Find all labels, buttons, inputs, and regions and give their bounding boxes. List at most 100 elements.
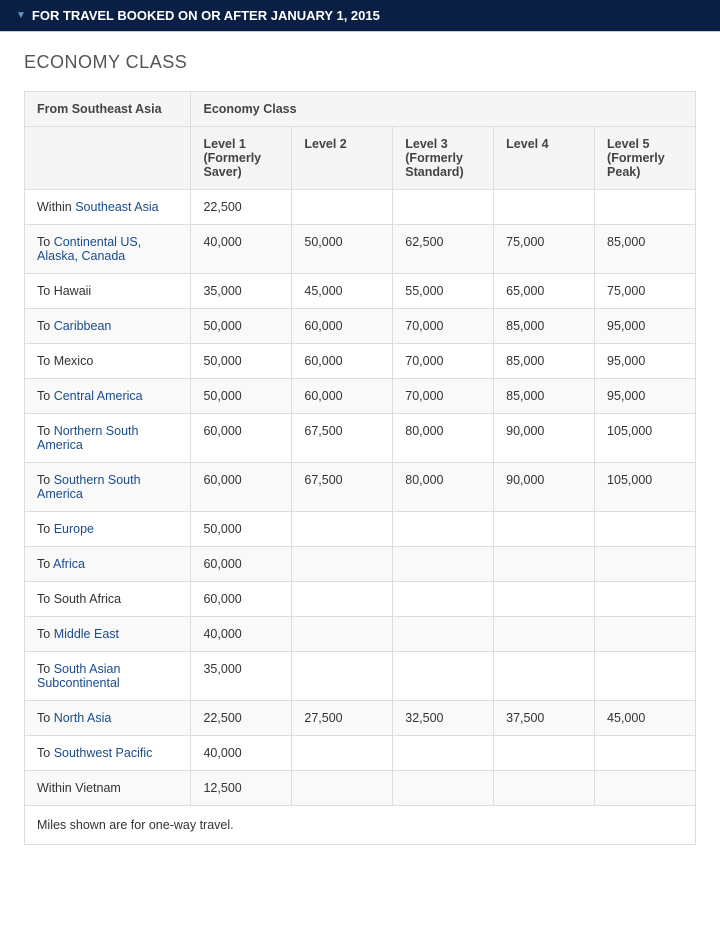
destination-text: Mexico	[54, 354, 94, 368]
value-cell: 60,000	[292, 309, 393, 344]
value-cell: 85,000	[595, 225, 696, 274]
value-cell	[292, 582, 393, 617]
destination-link[interactable]: Northern South America	[37, 424, 138, 452]
destination-cell: Within Southeast Asia	[25, 190, 191, 225]
value-cell	[292, 512, 393, 547]
destination-link[interactable]: Continental US, Alaska, Canada	[37, 235, 141, 263]
table-row: Within Southeast Asia22,500	[25, 190, 696, 225]
value-cell	[292, 736, 393, 771]
destination-cell: Within Vietnam	[25, 771, 191, 806]
value-cell	[494, 617, 595, 652]
value-cell: 60,000	[191, 582, 292, 617]
value-cell: 67,500	[292, 463, 393, 512]
destination-link[interactable]: Middle East	[54, 627, 119, 641]
destination-link[interactable]: South Asian Subcontinental	[37, 662, 120, 690]
destination-link[interactable]: Africa	[53, 557, 85, 571]
table-row: To South Africa60,000	[25, 582, 696, 617]
value-cell: 60,000	[292, 379, 393, 414]
value-cell	[595, 736, 696, 771]
destination-cell: To Middle East	[25, 617, 191, 652]
value-cell: 95,000	[595, 379, 696, 414]
value-cell: 50,000	[191, 512, 292, 547]
value-cell: 60,000	[191, 547, 292, 582]
destination-cell: To Europe	[25, 512, 191, 547]
value-cell: 60,000	[292, 344, 393, 379]
origin-header: From Southeast Asia	[25, 92, 191, 127]
value-cell: 22,500	[191, 190, 292, 225]
value-cell	[393, 652, 494, 701]
value-cell: 45,000	[292, 274, 393, 309]
destination-link[interactable]: North Asia	[54, 711, 112, 725]
value-cell: 40,000	[191, 225, 292, 274]
destination-link[interactable]: Caribbean	[54, 319, 112, 333]
table-row: To Caribbean50,00060,00070,00085,00095,0…	[25, 309, 696, 344]
table-row: To Hawaii35,00045,00055,00065,00075,000	[25, 274, 696, 309]
table-row: Within Vietnam12,500	[25, 771, 696, 806]
value-cell: 90,000	[494, 463, 595, 512]
value-cell: 67,500	[292, 414, 393, 463]
table-row: To Middle East40,000	[25, 617, 696, 652]
table-row: To Northern South America60,00067,50080,…	[25, 414, 696, 463]
col-header-level1: Level 1 (Formerly Saver)	[191, 127, 292, 190]
value-cell	[393, 617, 494, 652]
content-area: ECONOMY CLASS From Southeast Asia Econom…	[0, 32, 720, 865]
destination-link[interactable]: Southern South America	[37, 473, 141, 501]
header-title: FOR TRAVEL BOOKED ON OR AFTER JANUARY 1,…	[32, 8, 380, 23]
table-row: To Mexico50,00060,00070,00085,00095,000	[25, 344, 696, 379]
destination-cell: To Southwest Pacific	[25, 736, 191, 771]
destination-cell: To South Asian Subcontinental	[25, 652, 191, 701]
destination-link[interactable]: Central America	[54, 389, 143, 403]
destination-cell: To South Africa	[25, 582, 191, 617]
footnote: Miles shown are for one-way travel.	[24, 806, 696, 845]
table-level-header-row: Level 1 (Formerly Saver) Level 2 Level 3…	[25, 127, 696, 190]
value-cell	[595, 512, 696, 547]
value-cell: 85,000	[494, 344, 595, 379]
value-cell: 90,000	[494, 414, 595, 463]
value-cell: 85,000	[494, 309, 595, 344]
destination-cell: To Africa	[25, 547, 191, 582]
value-cell: 50,000	[292, 225, 393, 274]
award-chart-table: From Southeast Asia Economy Class Level …	[24, 91, 696, 806]
table-row: To North Asia22,50027,50032,50037,50045,…	[25, 701, 696, 736]
col-header-empty	[25, 127, 191, 190]
destination-cell: To Hawaii	[25, 274, 191, 309]
value-cell	[595, 547, 696, 582]
value-cell	[595, 617, 696, 652]
value-cell: 80,000	[393, 463, 494, 512]
destination-link[interactable]: Europe	[54, 522, 94, 536]
value-cell	[595, 652, 696, 701]
table-row: To Central America50,00060,00070,00085,0…	[25, 379, 696, 414]
destination-cell: To Continental US, Alaska, Canada	[25, 225, 191, 274]
value-cell: 37,500	[494, 701, 595, 736]
value-cell: 35,000	[191, 652, 292, 701]
value-cell: 35,000	[191, 274, 292, 309]
destination-link[interactable]: Southeast Asia	[75, 200, 158, 214]
value-cell: 75,000	[494, 225, 595, 274]
value-cell: 75,000	[595, 274, 696, 309]
destination-cell: To Central America	[25, 379, 191, 414]
value-cell: 45,000	[595, 701, 696, 736]
destination-cell: To North Asia	[25, 701, 191, 736]
value-cell: 32,500	[393, 701, 494, 736]
value-cell: 70,000	[393, 309, 494, 344]
table-top-header-row: From Southeast Asia Economy Class	[25, 92, 696, 127]
value-cell	[393, 512, 494, 547]
destination-text: Hawaii	[54, 284, 92, 298]
col-header-level3: Level 3 (Formerly Standard)	[393, 127, 494, 190]
value-cell: 105,000	[595, 414, 696, 463]
value-cell: 70,000	[393, 344, 494, 379]
table-row: To Africa60,000	[25, 547, 696, 582]
value-cell: 95,000	[595, 344, 696, 379]
col-header-level5: Level 5 (Formerly Peak)	[595, 127, 696, 190]
value-cell	[494, 190, 595, 225]
value-cell	[393, 190, 494, 225]
value-cell	[292, 771, 393, 806]
destination-link[interactable]: Southwest Pacific	[54, 746, 153, 760]
value-cell	[595, 771, 696, 806]
value-cell: 50,000	[191, 309, 292, 344]
value-cell	[494, 736, 595, 771]
value-cell	[595, 190, 696, 225]
value-cell: 40,000	[191, 617, 292, 652]
table-row: To Europe50,000	[25, 512, 696, 547]
section-header[interactable]: ▼ FOR TRAVEL BOOKED ON OR AFTER JANUARY …	[0, 0, 720, 32]
